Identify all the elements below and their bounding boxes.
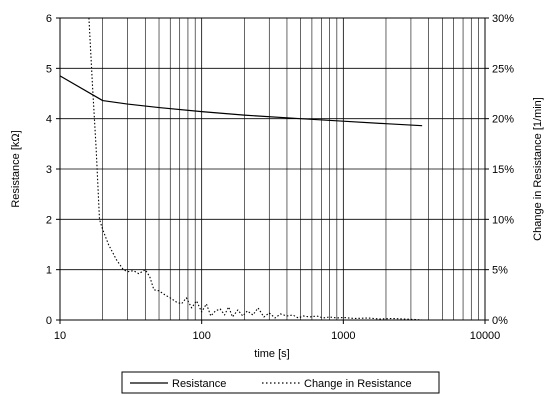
y-left-tick-label: 6 xyxy=(46,13,52,25)
y-right-tick-label: 5% xyxy=(492,265,508,277)
x-tick-label: 10000 xyxy=(470,330,501,342)
y-left-tick-label: 1 xyxy=(46,265,52,277)
y-right-tick-label: 25% xyxy=(492,63,514,75)
series-layer xyxy=(59,17,423,321)
x-tick-label: 1000 xyxy=(331,330,355,342)
y-left-tick-label: 5 xyxy=(46,63,52,75)
legend-box xyxy=(121,371,440,394)
y-right-tick-label: 30% xyxy=(492,13,514,25)
y-left-tick-label: 2 xyxy=(46,214,52,226)
y-left-tick-label: 4 xyxy=(46,114,52,126)
y-axis-label-left: Resistance [kΩ] xyxy=(10,130,22,207)
x-tick-label: 10 xyxy=(54,330,66,342)
y-right-tick-label: 20% xyxy=(492,114,514,126)
grid xyxy=(60,18,485,320)
legend: Resistance Change in Resistance xyxy=(121,371,440,394)
x-axis-label: time [s] xyxy=(254,348,289,360)
legend-label-change: Change in Resistance xyxy=(304,378,412,390)
y-axis-label-right: Change in Resistance [1/min] xyxy=(532,97,544,241)
y-right-tick-label: 15% xyxy=(492,164,514,176)
series-line-change-in-resistance xyxy=(88,17,423,321)
series-line-resistance xyxy=(59,75,423,127)
left-axis-ticks: 0 1 2 3 4 5 6 xyxy=(46,13,60,327)
legend-label-resistance: Resistance xyxy=(172,378,226,390)
right-axis-ticks: 0% 5% 10% 15% 20% 25% 30% xyxy=(485,13,514,327)
y-right-tick-label: 10% xyxy=(492,214,514,226)
y-right-tick-label: 0% xyxy=(492,315,508,327)
x-tick-label: 100 xyxy=(192,330,210,342)
y-left-tick-label: 3 xyxy=(46,164,52,176)
x-axis-ticks: 10 100 1000 10000 xyxy=(54,320,500,342)
y-left-tick-label: 0 xyxy=(46,315,52,327)
